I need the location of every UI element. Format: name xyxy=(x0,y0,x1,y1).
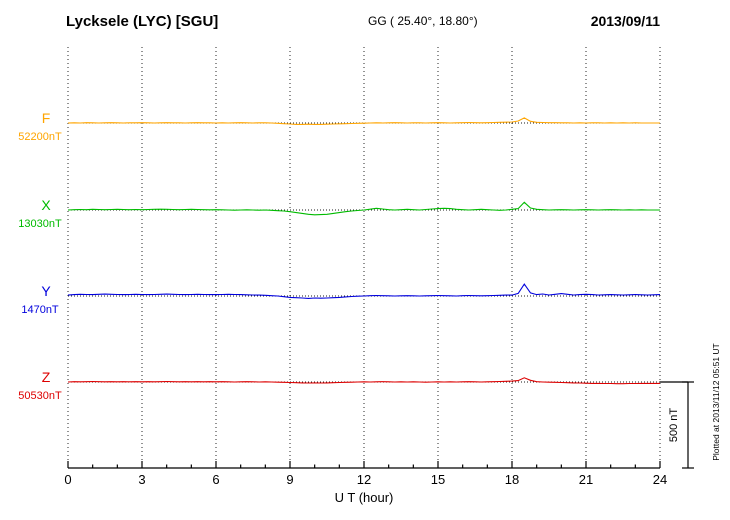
trace-F xyxy=(67,117,660,125)
series-label-layer: F 52200nT X 13030nT Y 1470nT Z 50530nT xyxy=(18,110,62,402)
x-tick-label-12: 12 xyxy=(357,472,371,487)
x-tick-label-0: 0 xyxy=(64,472,71,487)
trace-X xyxy=(67,201,660,216)
series-baseline-value-Y: 1470nT xyxy=(21,304,59,316)
plot-date: 2013/09/11 xyxy=(591,13,661,29)
x-tick-label-3: 3 xyxy=(138,472,145,487)
series-baseline-value-Z: 50530nT xyxy=(18,390,62,402)
x-tick-label-9: 9 xyxy=(286,472,293,487)
grid-layer xyxy=(67,47,661,468)
series-baseline-value-X: 13030nT xyxy=(18,218,62,230)
station-title: Lycksele (LYC) [SGU] xyxy=(66,13,218,30)
x-tick-label-15: 15 xyxy=(431,472,445,487)
series-letter-X: X xyxy=(41,197,51,213)
trace-layer xyxy=(67,117,661,385)
x-tick-label-24: 24 xyxy=(653,472,667,487)
gg-coordinates: GG ( 25.40°, 18.80°) xyxy=(368,14,478,28)
series-letter-Y: Y xyxy=(41,283,51,299)
x-axis: 0 3 6 9 12 15 18 21 24 xyxy=(64,461,667,487)
x-tick-label-6: 6 xyxy=(212,472,219,487)
x-tick-label-21: 21 xyxy=(579,472,593,487)
trace-Z xyxy=(67,377,660,385)
trace-Y xyxy=(67,283,661,299)
scale-bar-label: 500 nT xyxy=(668,408,680,443)
series-baseline-value-F: 52200nT xyxy=(18,131,62,143)
x-axis-label: U T (hour) xyxy=(335,490,394,505)
x-tick-label-18: 18 xyxy=(505,472,519,487)
series-letter-F: F xyxy=(42,110,51,126)
plotted-at-note: Plotted at 2013/11/12 05:51 UT xyxy=(711,343,721,461)
series-letter-Z: Z xyxy=(42,369,51,385)
scale-bar: 500 nT xyxy=(660,381,694,469)
